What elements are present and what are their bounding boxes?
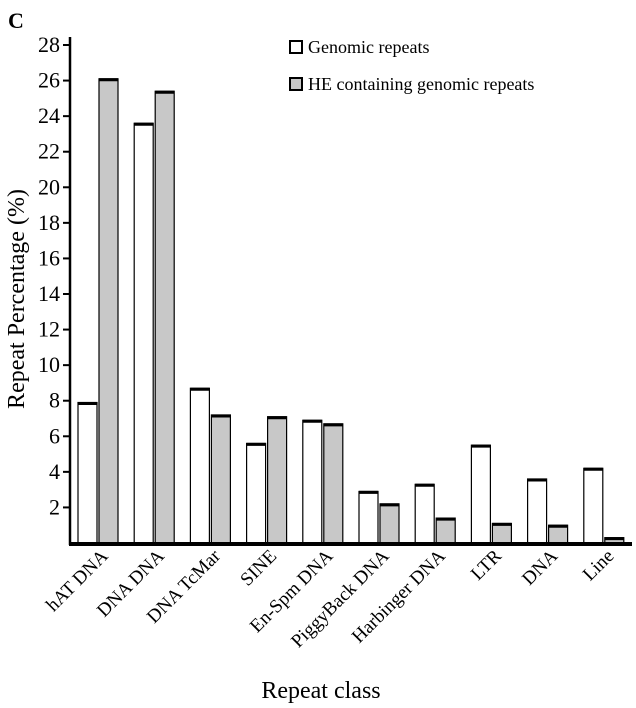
bar-genomic bbox=[358, 490, 379, 544]
bar-he bbox=[154, 90, 175, 544]
bar-genomic bbox=[583, 467, 604, 544]
y-axis-title: Repeat Percentage (%) bbox=[4, 189, 30, 409]
bar-genomic bbox=[246, 442, 267, 544]
legend-label-genomic: Genomic repeats bbox=[308, 37, 429, 57]
y-tick-label: 14 bbox=[38, 281, 60, 306]
x-axis-title: Repeat class bbox=[261, 678, 380, 704]
y-tick-label: 6 bbox=[49, 423, 60, 448]
y-tick-label: 8 bbox=[49, 388, 60, 413]
bar-genomic bbox=[414, 483, 435, 544]
y-tick-label: 2 bbox=[49, 494, 60, 519]
bar-genomic bbox=[77, 401, 98, 544]
legend-swatch-genomic bbox=[289, 40, 303, 54]
category-label: Line bbox=[579, 546, 618, 585]
category-label: PiggyBack DNA bbox=[287, 545, 393, 651]
bar-he bbox=[547, 524, 569, 544]
category-label: SINE bbox=[236, 546, 281, 591]
y-tick-label: 16 bbox=[38, 245, 60, 270]
bar-genomic bbox=[189, 387, 210, 544]
y-tick-label: 20 bbox=[38, 174, 60, 199]
bar-genomic bbox=[133, 122, 154, 544]
y-tick-label: 10 bbox=[38, 352, 60, 377]
category-label: DNA bbox=[518, 545, 562, 589]
y-tick-label: 24 bbox=[38, 103, 60, 128]
legend-label-he: HE containing genomic repeats bbox=[308, 74, 534, 94]
y-tick-label: 28 bbox=[38, 32, 60, 57]
bar-he bbox=[491, 522, 512, 544]
y-tick-label: 12 bbox=[38, 317, 60, 342]
bar-he bbox=[98, 78, 119, 544]
bar-he bbox=[267, 416, 288, 544]
bar-he bbox=[210, 414, 231, 544]
y-tick-label: 26 bbox=[38, 68, 60, 93]
axes bbox=[68, 37, 632, 546]
panel-letter: C bbox=[8, 8, 24, 33]
y-tick-label: 18 bbox=[38, 210, 60, 235]
y-tick-label: 4 bbox=[49, 459, 60, 484]
category-label: LTR bbox=[467, 545, 506, 584]
bar-he bbox=[379, 503, 400, 544]
bar-he bbox=[323, 423, 344, 544]
legend-swatch-he bbox=[289, 77, 303, 91]
legend: Genomic repeats HE containing genomic re… bbox=[289, 37, 534, 94]
bar-genomic bbox=[526, 478, 548, 544]
bar-genomic bbox=[302, 419, 323, 544]
bar-he bbox=[435, 517, 456, 544]
bars bbox=[77, 78, 625, 544]
bar-genomic bbox=[470, 444, 491, 544]
y-tick-label: 22 bbox=[38, 139, 60, 164]
